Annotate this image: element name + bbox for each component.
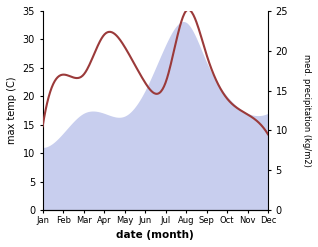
Y-axis label: max temp (C): max temp (C): [7, 77, 17, 144]
Y-axis label: med. precipitation (kg/m2): med. precipitation (kg/m2): [302, 54, 311, 167]
X-axis label: date (month): date (month): [116, 230, 194, 240]
